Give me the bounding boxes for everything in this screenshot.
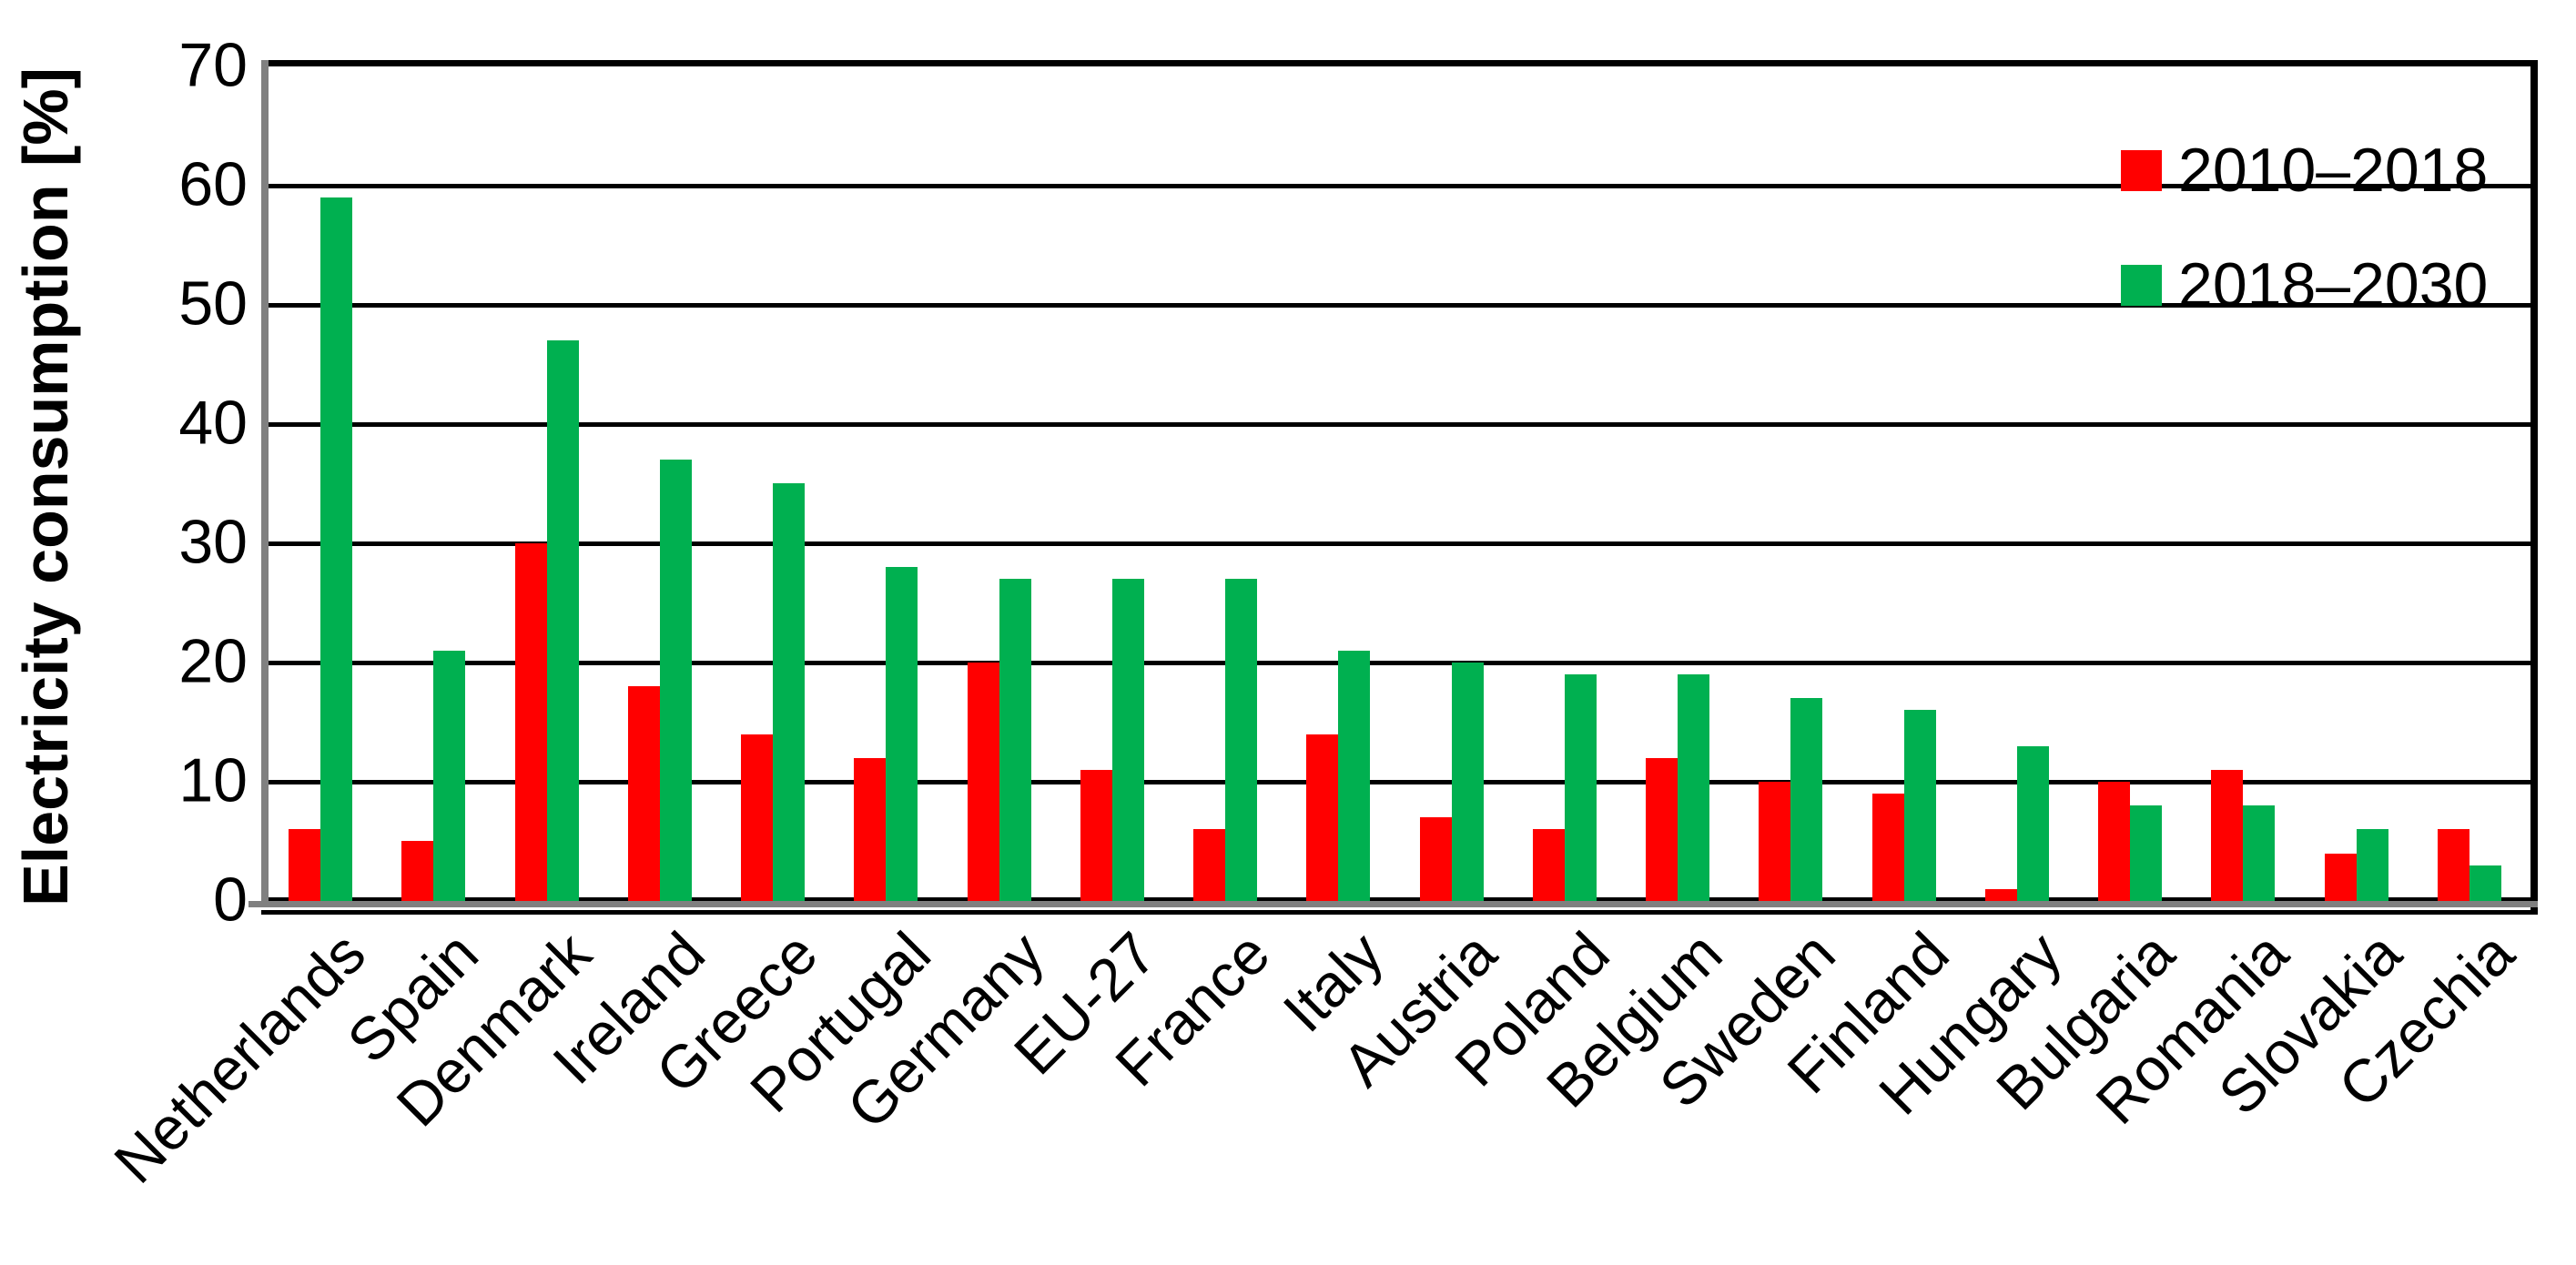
- bar-2010-2018-slovakia: [2325, 854, 2357, 901]
- gridline-0: [269, 897, 2530, 902]
- legend-swatch-2010-2018: [2121, 149, 2162, 191]
- bar-2010-2018-belgium: [1646, 758, 1678, 901]
- y-tick-label-60: 60: [178, 149, 248, 219]
- y-tick-label-0: 0: [213, 865, 248, 935]
- bar-2010-2018-france: [1193, 829, 1225, 901]
- bar-2018-2030-bulgaria: [2130, 805, 2162, 901]
- plot-border-bottom: [261, 910, 2538, 915]
- bar-2018-2030-austria: [1452, 663, 1484, 901]
- gridline-10: [269, 780, 2530, 784]
- y-tick-label-30: 30: [178, 507, 248, 577]
- legend-row-2010-2018: 2010–2018: [2121, 138, 2488, 202]
- bar-2010-2018-finland: [1872, 794, 1904, 901]
- plot-border-right: [2530, 60, 2538, 914]
- gridline-60: [269, 184, 2530, 188]
- gridline-30: [269, 541, 2530, 546]
- bar-2018-2030-denmark: [547, 340, 579, 901]
- bar-2010-2018-eu-27: [1080, 770, 1112, 901]
- legend-row-2018-2030: 2018–2030: [2121, 253, 2488, 317]
- y-tick-label-40: 40: [178, 388, 248, 458]
- bar-2018-2030-france: [1225, 579, 1257, 901]
- y-tick-label-50: 50: [178, 268, 248, 339]
- gridline-20: [269, 661, 2530, 665]
- bar-2018-2030-greece: [773, 483, 805, 901]
- bar-2018-2030-ireland: [660, 460, 692, 901]
- bar-2010-2018-bulgaria: [2098, 782, 2130, 901]
- bar-2018-2030-finland: [1904, 710, 1936, 901]
- y-tick-label-20: 20: [178, 626, 248, 696]
- bar-2010-2018-ireland: [628, 686, 660, 901]
- bar-2018-2030-portugal: [886, 567, 918, 901]
- y-tick-label-10: 10: [178, 745, 248, 815]
- bar-2010-2018-denmark: [515, 543, 547, 901]
- y-axis-title: Electricity consumption [%]: [10, 67, 81, 906]
- gridline-40: [269, 422, 2530, 427]
- bar-2018-2030-eu-27: [1112, 579, 1144, 901]
- bar-2010-2018-portugal: [854, 758, 886, 901]
- bar-2018-2030-hungary: [2017, 746, 2049, 901]
- bar-2018-2030-germany: [999, 579, 1031, 901]
- bar-2018-2030-sweden: [1790, 698, 1822, 901]
- bar-2010-2018-spain: [401, 841, 433, 901]
- legend-label-2010-2018: 2010–2018: [2178, 136, 2489, 205]
- bar-2010-2018-romania: [2211, 770, 2243, 901]
- bar-2010-2018-italy: [1306, 734, 1338, 901]
- y-axis-line: [261, 60, 269, 907]
- y-tick-label-70: 70: [178, 30, 248, 100]
- bar-2018-2030-netherlands: [320, 197, 352, 901]
- bar-2010-2018-sweden: [1759, 782, 1790, 901]
- bar-2018-2030-romania: [2243, 805, 2275, 901]
- bar-2010-2018-hungary: [1985, 889, 2017, 901]
- legend-swatch-2018-2030: [2121, 264, 2162, 306]
- bar-2018-2030-czechia: [2470, 865, 2501, 901]
- gridline-50: [269, 303, 2530, 308]
- x-label-netherlands: Netherlands: [100, 918, 378, 1196]
- bar-2010-2018-austria: [1420, 817, 1452, 901]
- x-axis-shadow-line: [248, 901, 2538, 907]
- bar-2018-2030-italy: [1338, 651, 1370, 901]
- bar-2018-2030-slovakia: [2357, 829, 2388, 901]
- bar-2018-2030-belgium: [1678, 674, 1709, 901]
- bar-2010-2018-netherlands: [289, 829, 320, 901]
- bar-2010-2018-poland: [1533, 829, 1565, 901]
- bar-2010-2018-germany: [968, 663, 999, 901]
- legend-label-2018-2030: 2018–2030: [2178, 250, 2489, 319]
- bar-2018-2030-spain: [433, 651, 465, 901]
- bar-2018-2030-poland: [1565, 674, 1597, 901]
- plot-border-top: [261, 60, 2538, 66]
- bar-2010-2018-czechia: [2438, 829, 2470, 901]
- bar-2010-2018-greece: [741, 734, 773, 901]
